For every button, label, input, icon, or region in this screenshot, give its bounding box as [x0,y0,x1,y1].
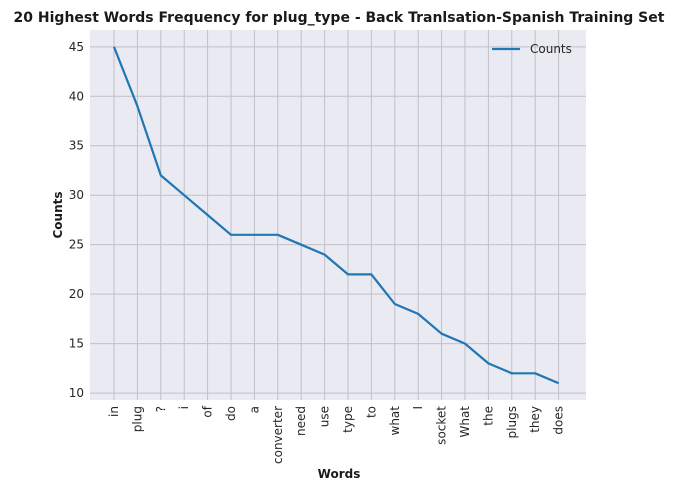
x-tick-label: plug [130,406,144,432]
grid-lines [90,30,586,400]
x-tick-label: the [481,406,495,426]
y-tick-label: 30 [69,188,84,202]
y-tick-label: 15 [69,337,84,351]
x-axis-label: Words [318,467,361,481]
y-tick-label: 40 [69,89,84,103]
x-tick-label: they [528,406,542,433]
x-tick-label: ? [154,406,168,412]
plot-area [90,30,586,400]
legend-label-counts: Counts [530,42,572,56]
x-tick-label: socket [435,406,449,445]
x-tick-label: a [247,406,261,413]
x-tick-label: do [224,406,238,421]
x-tick-label: of [201,405,215,417]
x-tick-label: i [177,406,191,409]
x-tick-label: I [411,406,425,410]
x-tick-label: does [552,406,566,435]
x-tick-label: need [294,406,308,436]
legend: Counts [492,42,572,56]
series-line-counts [112,46,560,385]
chart-title: 20 Highest Words Frequency for plug_type… [14,10,665,26]
y-tick-label: 45 [69,40,84,54]
x-tick-label: converter [271,406,285,464]
x-tick-label: use [318,406,332,427]
y-tick-label: 20 [69,287,84,301]
y-axis-label: Counts [51,191,65,238]
y-tick-label: 25 [69,238,84,252]
y-axis-ticks: 10 15 20 25 30 35 40 45 [69,40,84,400]
x-axis-ticks: in plug? i of do a converter need use type to what I… [107,405,566,464]
x-tick-label: what [388,406,402,436]
x-tick-label: type [341,406,355,433]
x-tick-label: to [364,406,378,418]
y-tick-label: 10 [69,386,84,400]
x-tick-label: What [458,406,472,438]
y-tick-label: 35 [69,139,84,153]
x-tick-label: plugs [505,406,519,438]
x-tick-label: in [107,406,121,417]
